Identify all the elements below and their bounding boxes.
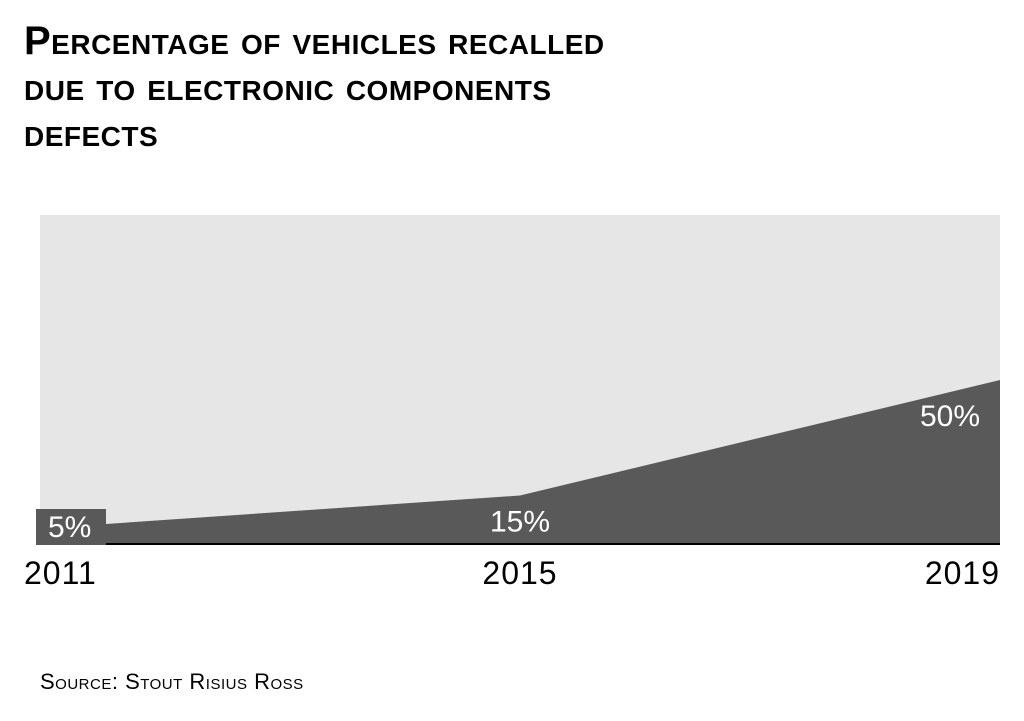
x-axis-tick-label: 2019 [925,555,1000,592]
title-line-1: Percentage of vehicles recalled [24,19,605,63]
source-prefix: Source: [40,669,125,694]
chart-container: 5% 15% 50% 2011 2015 2019 [24,215,1000,595]
title-line-3: defects [24,111,158,155]
x-axis-tick-label: 2015 [482,555,557,592]
data-label: 5% [48,511,91,544]
x-axis-labels: 2011 2015 2019 [24,555,1000,595]
area-chart-plot: 5% 15% 50% [24,215,1000,545]
chart-title: Percentage of vehicles recalled due to e… [24,18,1000,156]
chart-page: Percentage of vehicles recalled due to e… [0,0,1024,721]
chart-source: Source: Stout Risius Ross [40,669,304,695]
x-axis-tick-label: 2011 [24,555,97,592]
data-label: 50% [920,400,980,433]
title-line-2: due to electronic components [24,65,552,109]
data-label: 15% [490,506,550,539]
area-chart-svg: 5% 15% 50% [24,215,1000,545]
source-text: Stout Risius Ross [125,669,304,694]
